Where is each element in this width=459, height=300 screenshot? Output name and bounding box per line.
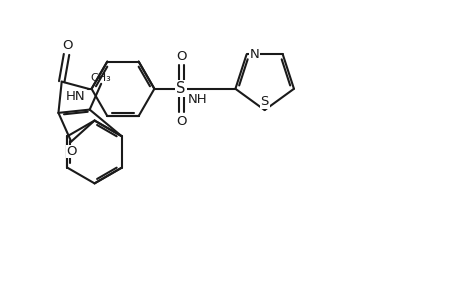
- Text: O: O: [175, 50, 186, 63]
- Text: N: N: [249, 48, 259, 61]
- Text: O: O: [175, 115, 186, 128]
- Text: O: O: [66, 146, 76, 158]
- Text: S: S: [176, 81, 185, 96]
- Text: CH₃: CH₃: [90, 73, 111, 83]
- Text: O: O: [62, 40, 73, 52]
- Text: HN: HN: [65, 90, 85, 103]
- Text: NH: NH: [188, 93, 207, 106]
- Text: S: S: [260, 95, 268, 108]
